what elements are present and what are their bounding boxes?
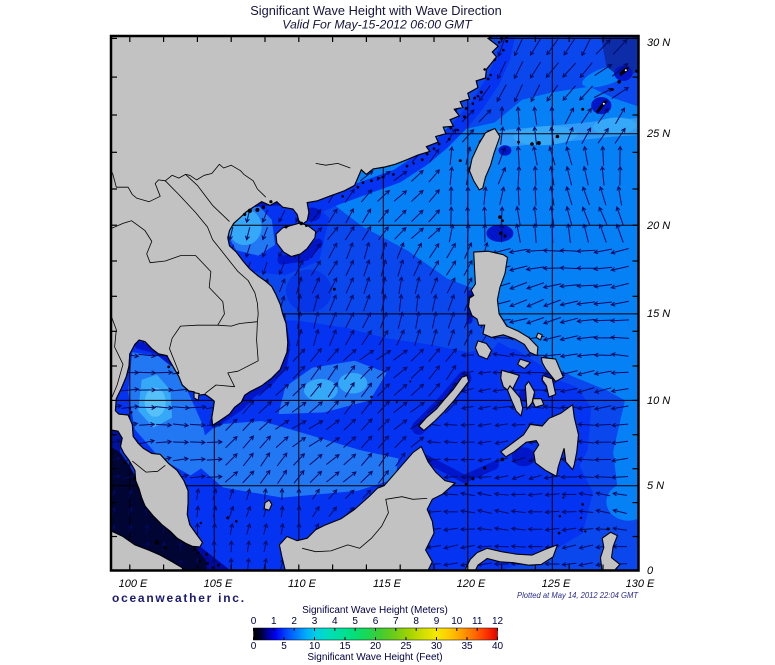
svg-text:6: 6 <box>373 616 379 627</box>
svg-text:115 E: 115 E <box>373 578 402 590</box>
svg-text:5 N: 5 N <box>647 480 664 492</box>
svg-text:Significant Wave Height with W: Significant Wave Height with Wave Direct… <box>250 3 502 18</box>
svg-text:110 E: 110 E <box>288 578 317 590</box>
svg-text:15: 15 <box>339 641 351 652</box>
svg-text:25: 25 <box>400 641 412 652</box>
svg-text:oceanweather inc.: oceanweather inc. <box>112 591 246 605</box>
svg-text:12: 12 <box>492 616 504 627</box>
svg-text:130 E: 130 E <box>626 578 655 590</box>
svg-text:11: 11 <box>472 616 483 627</box>
svg-text:120 E: 120 E <box>457 578 486 590</box>
svg-text:5: 5 <box>352 616 358 627</box>
svg-text:20 N: 20 N <box>646 220 670 232</box>
svg-text:Significant Wave Height (Feet): Significant Wave Height (Feet) <box>307 652 442 663</box>
svg-text:0: 0 <box>251 641 257 652</box>
svg-text:5: 5 <box>281 641 287 652</box>
svg-text:3: 3 <box>312 616 318 627</box>
svg-text:15 N: 15 N <box>647 308 670 320</box>
svg-text:2: 2 <box>291 616 297 627</box>
svg-text:40: 40 <box>492 641 504 652</box>
svg-text:0: 0 <box>647 565 654 577</box>
svg-text:20: 20 <box>370 641 382 652</box>
svg-text:9: 9 <box>434 616 440 627</box>
svg-text:105 E: 105 E <box>204 578 233 590</box>
svg-text:35: 35 <box>461 641 473 652</box>
svg-text:100 E: 100 E <box>119 578 148 590</box>
svg-text:125 E: 125 E <box>542 578 571 590</box>
svg-text:7: 7 <box>393 616 399 627</box>
svg-text:30: 30 <box>431 641 443 652</box>
svg-text:Valid For May-15-2012 06:00 GM: Valid For May-15-2012 06:00 GMT <box>282 18 473 32</box>
svg-text:4: 4 <box>332 616 338 627</box>
svg-text:0: 0 <box>251 616 257 627</box>
svg-text:30 N: 30 N <box>647 37 670 49</box>
svg-text:10 N: 10 N <box>647 395 670 407</box>
svg-text:10: 10 <box>451 616 463 627</box>
svg-text:1: 1 <box>271 616 277 627</box>
svg-text:Significant Wave Height (Meter: Significant Wave Height (Meters) <box>302 605 448 616</box>
svg-text:25 N: 25 N <box>646 128 670 140</box>
svg-text:10: 10 <box>309 641 321 652</box>
svg-text:8: 8 <box>413 616 419 627</box>
svg-text:Plotted at May 14, 2012 22:04: Plotted at May 14, 2012 22:04 GMT <box>517 590 639 600</box>
